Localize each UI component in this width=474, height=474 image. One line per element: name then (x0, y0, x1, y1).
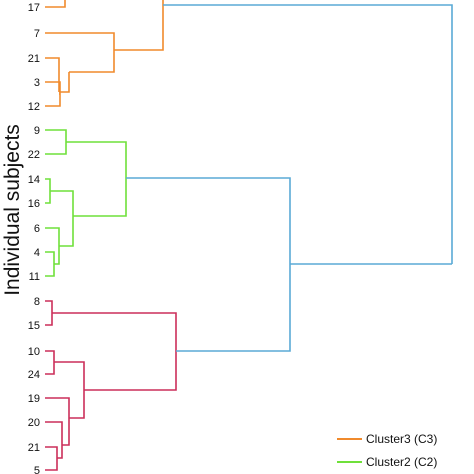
legend: Cluster3 (C3) Cluster2 (C2) (337, 432, 437, 469)
branch-26 (45, 362, 55, 375)
dendrogram-branches (45, 0, 453, 471)
branch-27 (54, 361, 85, 390)
leaf-label-2: 7 (34, 28, 40, 40)
branch-15 (50, 190, 74, 216)
branch-13 (45, 178, 51, 191)
branch-31 (45, 458, 58, 471)
branch-8 (69, 50, 115, 73)
leaf-label-7: 22 (28, 149, 40, 161)
leaf-label-9: 16 (28, 198, 40, 210)
leaf-label-3: 21 (28, 53, 40, 65)
leaf-label-5: 12 (28, 101, 40, 113)
branch-1 (45, 0, 66, 8)
leaf-label-8: 14 (28, 174, 40, 186)
branch-36 (163, 4, 453, 264)
branch-4 (45, 81, 61, 94)
leaf-label-19: 21 (28, 442, 40, 454)
branch-20 (59, 216, 74, 247)
branch-32 (57, 445, 63, 459)
leaf-label-14: 15 (28, 320, 40, 332)
branch-33 (62, 418, 70, 446)
branch-14 (45, 191, 51, 204)
branch-30 (45, 446, 58, 458)
branch-9 (114, 0, 164, 51)
branch-19 (54, 246, 60, 265)
leaf-label-4: 3 (34, 77, 40, 89)
leaf-label-13: 8 (34, 296, 40, 308)
branch-18 (45, 264, 55, 277)
branch-29 (45, 421, 63, 445)
leaf-label-11: 4 (34, 247, 40, 259)
branch-35 (84, 351, 177, 391)
branch-5 (45, 94, 61, 107)
branch-16 (45, 227, 60, 246)
branch-24 (52, 312, 177, 351)
branch-38 (176, 264, 291, 352)
branch-28 (45, 397, 70, 418)
branch-17 (45, 251, 55, 264)
y-axis-title: Individual subjects (1, 124, 24, 296)
leaf-label-12: 11 (29, 271, 40, 283)
branch-3 (45, 57, 60, 92)
leaf-label-6: 9 (34, 125, 40, 137)
leaf-label-15: 10 (28, 346, 40, 358)
branch-12 (66, 141, 127, 178)
branch-23 (45, 313, 53, 326)
legend-label-2: Cluster2 (C2) (366, 455, 437, 469)
leaf-label-1: 17 (28, 2, 40, 14)
branch-37 (126, 177, 291, 264)
leaf-label-16: 24 (28, 369, 40, 381)
leaf-label-17: 19 (28, 393, 40, 405)
leaf-label-10: 6 (34, 223, 40, 235)
branch-21 (73, 178, 127, 217)
legend-label-1: Cluster3 (C3) (366, 432, 437, 446)
leaf-label-20: 5 (34, 465, 40, 474)
leaf-label-18: 20 (28, 417, 40, 429)
branch-22 (45, 300, 53, 313)
branch-10 (45, 129, 67, 142)
branch-6 (59, 72, 70, 93)
branch-34 (69, 390, 85, 419)
branch-2 (45, 32, 115, 50)
branch-25 (45, 350, 55, 362)
branch-11 (45, 142, 67, 155)
leaf-labels: 17 7 21 3 12 9 22 14 16 6 4 11 8 15 10 24 19 20 21 5 (28, 2, 40, 474)
